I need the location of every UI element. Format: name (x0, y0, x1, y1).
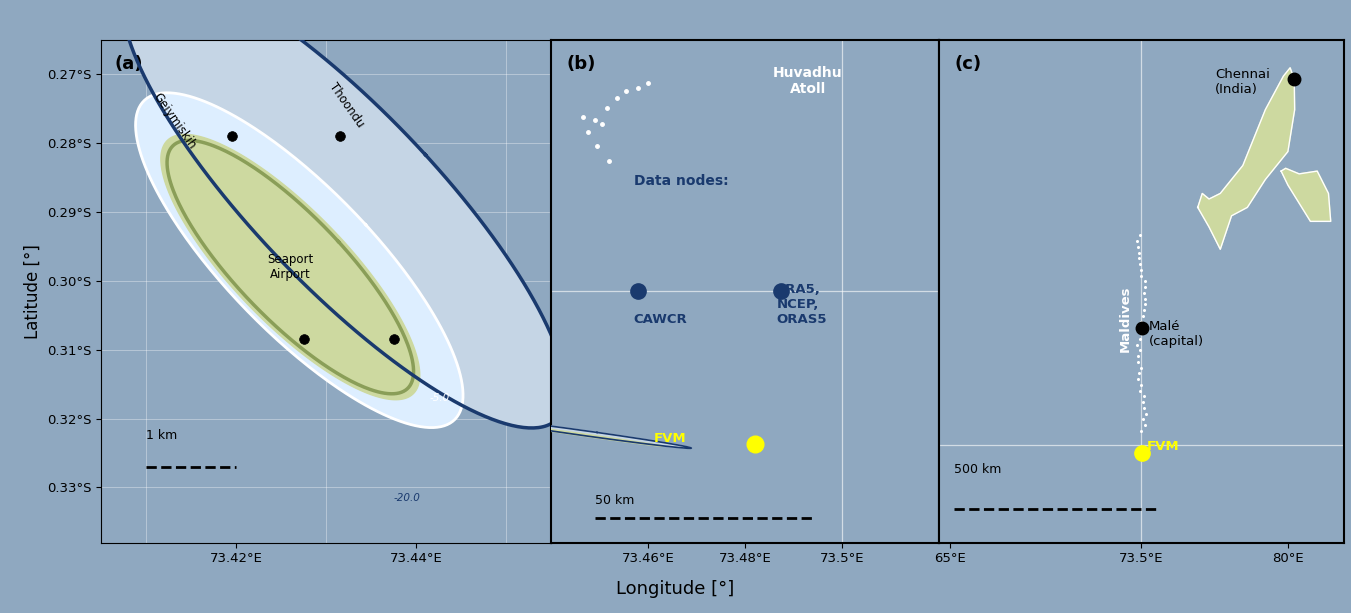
Text: (a): (a) (115, 55, 143, 73)
Text: Chennai
(India): Chennai (India) (1215, 69, 1270, 96)
Text: -5.0: -5.0 (430, 394, 450, 403)
Text: FVM: FVM (654, 432, 686, 445)
Text: Geiymiskih: Geiymiskih (151, 91, 199, 152)
Text: Data nodes:: Data nodes: (634, 174, 728, 188)
Polygon shape (123, 0, 566, 428)
Polygon shape (135, 93, 463, 428)
Text: CAWCR: CAWCR (634, 313, 688, 326)
Polygon shape (1198, 68, 1294, 249)
Text: Huvadhu
Atoll: Huvadhu Atoll (773, 66, 843, 96)
Text: FVM: FVM (1147, 440, 1179, 454)
Text: Malé
(capital): Malé (capital) (1148, 320, 1204, 348)
Text: Thoondu: Thoondu (327, 80, 366, 130)
Text: (c): (c) (955, 55, 982, 73)
Polygon shape (480, 418, 692, 448)
Text: ERA5,
NCEP,
ORAS5: ERA5, NCEP, ORAS5 (777, 283, 827, 326)
Text: 500 km: 500 km (954, 463, 1001, 476)
Y-axis label: Latitude [°]: Latitude [°] (23, 244, 42, 338)
Text: -20.0: -20.0 (393, 493, 420, 503)
Text: Seaport
Airport: Seaport Airport (267, 253, 313, 281)
Text: Maldives: Maldives (1119, 286, 1132, 352)
Text: Longitude [°]: Longitude [°] (616, 580, 735, 598)
Text: (b): (b) (567, 55, 596, 73)
Text: 50 km: 50 km (594, 494, 634, 507)
Polygon shape (1281, 169, 1331, 221)
Polygon shape (161, 134, 420, 400)
Polygon shape (507, 424, 663, 446)
Text: 1 km: 1 km (146, 429, 177, 442)
